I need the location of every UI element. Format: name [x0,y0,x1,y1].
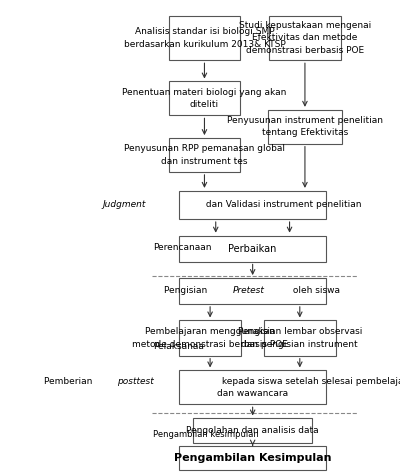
Text: Perbaikan: Perbaikan [228,244,277,254]
Text: Pengisian lembar observasi: Pengisian lembar observasi [238,328,362,337]
Text: oleh siswa: oleh siswa [290,286,340,295]
FancyBboxPatch shape [179,191,326,219]
Text: Penentuan materi biologi yang akan: Penentuan materi biologi yang akan [122,88,287,97]
FancyBboxPatch shape [268,110,342,144]
Text: Penyusunan instrument penelitian: Penyusunan instrument penelitian [227,116,383,125]
FancyBboxPatch shape [269,16,341,60]
FancyBboxPatch shape [168,82,240,116]
FancyBboxPatch shape [179,320,241,356]
Text: Pemberian: Pemberian [44,377,95,386]
Text: Pengambilan kesimpulan: Pengambilan kesimpulan [153,430,259,439]
Text: Analisis standar isi biologi SMP: Analisis standar isi biologi SMP [135,27,274,36]
FancyBboxPatch shape [179,278,326,304]
FancyBboxPatch shape [264,320,336,356]
Text: Pembelajaran menggunakan: Pembelajaran menggunakan [145,328,275,337]
Text: Perencanaan: Perencanaan [153,243,212,252]
Text: diteliti: diteliti [190,100,219,109]
Text: dan pengisian instrument: dan pengisian instrument [242,340,358,349]
Text: Judgment: Judgment [103,201,146,210]
Text: berdasarkan kurikulum 2013& KTSP: berdasarkan kurikulum 2013& KTSP [124,39,285,48]
FancyBboxPatch shape [168,138,240,172]
FancyBboxPatch shape [179,236,326,262]
Text: Efektivitas dan metode: Efektivitas dan metode [252,33,358,42]
Text: Pelaksanaa: Pelaksanaa [153,342,204,351]
Text: Pengambilan Kesimpulan: Pengambilan Kesimpulan [174,453,331,463]
Text: metode demonstrasi berbasis POE: metode demonstrasi berbasis POE [132,340,288,349]
Text: Pretest: Pretest [233,286,265,295]
FancyBboxPatch shape [179,370,326,404]
FancyBboxPatch shape [193,419,312,443]
Text: tentang Efektivitas: tentang Efektivitas [262,128,348,137]
Text: Studi kepustakaan mengenai: Studi kepustakaan mengenai [239,21,371,30]
Text: Pengolahan dan analisis data: Pengolahan dan analisis data [186,426,319,435]
Text: posttest: posttest [117,377,154,386]
Text: dan instrument tes: dan instrument tes [161,156,248,165]
FancyBboxPatch shape [168,16,240,60]
FancyBboxPatch shape [179,446,326,470]
Text: dan Validasi instrument penelitian: dan Validasi instrument penelitian [203,201,361,210]
Text: Pengisian: Pengisian [164,286,210,295]
Text: demonstrasi berbasis POE: demonstrasi berbasis POE [246,46,364,55]
Text: Penyusunan RPP pemanasan global: Penyusunan RPP pemanasan global [124,145,285,154]
Text: dan wawancara: dan wawancara [217,389,288,398]
Text: kepada siswa setelah selesai pembelajaran: kepada siswa setelah selesai pembelajara… [219,377,400,386]
